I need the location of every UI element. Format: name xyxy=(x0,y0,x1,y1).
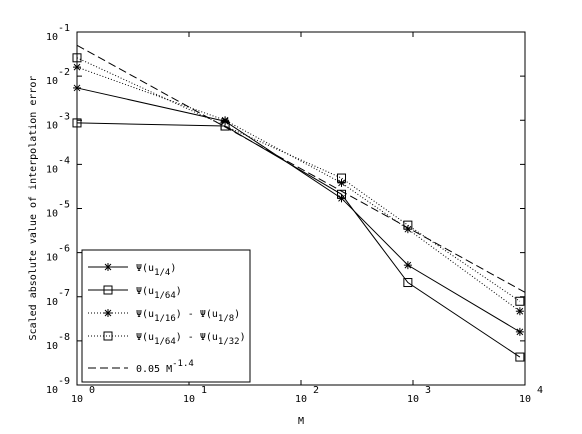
legend-label-part: Ψ(u xyxy=(136,263,154,274)
star-stroke xyxy=(516,328,524,336)
x-tick-exponent: 2 xyxy=(313,385,319,396)
legend-label-part: Ψ(u xyxy=(136,309,154,320)
legend-label-part: ) xyxy=(234,309,240,320)
legend-label-part: -1.4 xyxy=(172,359,194,369)
y-tick-exponent: -6 xyxy=(58,244,70,255)
legend-label-part: 1/64 xyxy=(154,337,176,347)
x-tick-label: 10 xyxy=(71,394,83,405)
star-stroke xyxy=(73,84,81,92)
x-tick-label: 10 xyxy=(183,394,195,405)
y-tick-exponent: -8 xyxy=(58,332,70,343)
star-marker xyxy=(221,116,230,125)
x-tick-exponent: 4 xyxy=(537,385,543,396)
y-tick-exponent: -3 xyxy=(58,111,70,122)
square-marker xyxy=(72,53,82,63)
square-marker xyxy=(72,118,82,128)
y-tick-exponent: -7 xyxy=(58,288,70,299)
y-tick-exponent: -1 xyxy=(58,23,70,34)
x-axis-label: M xyxy=(298,416,304,427)
y-tick-exponent: -4 xyxy=(58,155,70,166)
series-line xyxy=(76,44,526,293)
square-marker xyxy=(403,278,413,288)
x-tick-label: 10 xyxy=(407,394,419,405)
series-line xyxy=(76,122,521,358)
legend-label-part: ) - Ψ(u xyxy=(176,332,218,343)
legend-label-part: 1/32 xyxy=(218,337,240,347)
star-stroke xyxy=(338,179,345,187)
star-marker xyxy=(104,263,112,271)
square-marker xyxy=(103,285,113,295)
y-tick-exponent: -5 xyxy=(58,200,70,211)
star-marker xyxy=(73,63,81,72)
legend-label-part: ) xyxy=(240,332,246,343)
x-tick-exponent: 0 xyxy=(89,385,95,396)
y-tick-label: 10 xyxy=(46,32,58,43)
square-marker xyxy=(337,173,347,183)
y-tick-label: 10 xyxy=(46,120,58,131)
y-axis-label: Scaled absolute value of interpolation e… xyxy=(28,76,39,341)
x-tick-label: 10 xyxy=(295,394,307,405)
y-tick-label: 10 xyxy=(46,297,58,308)
legend-label: Ψ(u1/16​) - Ψ(u1/8​) xyxy=(136,309,240,324)
legend-label-part: 1/8 xyxy=(218,314,234,324)
y-tick-label: 10 xyxy=(46,385,58,396)
legend-label: Ψ(u1/64​) xyxy=(136,286,182,301)
star-marker xyxy=(73,83,81,92)
legend-label-part: Ψ(u xyxy=(136,286,154,297)
y-tick-exponent: -2 xyxy=(58,67,70,78)
y-tick-label: 10 xyxy=(46,76,58,87)
x-tick-label: 10 xyxy=(519,394,531,405)
star-stroke xyxy=(73,63,81,71)
star-stroke xyxy=(404,261,412,269)
square-marker xyxy=(515,296,525,306)
legend-box xyxy=(81,249,251,383)
square-marker xyxy=(103,331,113,341)
legend-label-part: ) xyxy=(176,286,182,297)
square-marker xyxy=(220,121,230,131)
legend-label-part: ) - Ψ(u xyxy=(176,309,218,320)
star-marker xyxy=(515,307,524,316)
legend-label: Ψ(u1/64​) - Ψ(u1/32​) xyxy=(136,332,246,347)
star-marker xyxy=(337,178,346,187)
y-tick-label: 10 xyxy=(46,209,58,220)
y-tick-label: 10 xyxy=(46,253,58,264)
y-tick-exponent: -9 xyxy=(58,376,70,387)
star-stroke xyxy=(516,307,524,315)
x-tick-exponent: 1 xyxy=(201,385,207,396)
legend-label-part: 1/16 xyxy=(154,314,176,324)
legend-label: Ψ(u1/4​) xyxy=(136,263,176,278)
legend-label-part: 1/64 xyxy=(154,291,176,301)
legend-label-part: 0.05 M xyxy=(136,364,172,375)
star-marker xyxy=(403,261,412,270)
legend-label: 0.05 M-1.4​ xyxy=(136,359,194,375)
star-stroke xyxy=(104,309,112,317)
series-line xyxy=(76,57,521,302)
square-marker xyxy=(515,352,525,362)
legend-label-part: ) xyxy=(170,263,176,274)
square-marker xyxy=(337,189,347,199)
x-tick-exponent: 3 xyxy=(425,385,431,396)
y-tick-label: 10 xyxy=(46,341,58,352)
star-marker xyxy=(515,327,524,336)
star-stroke xyxy=(104,263,112,271)
y-tick-label: 10 xyxy=(46,164,58,175)
legend-label-part: Ψ(u xyxy=(136,332,154,343)
star-marker xyxy=(104,309,112,317)
legend-label-part: 1/4 xyxy=(154,268,170,278)
